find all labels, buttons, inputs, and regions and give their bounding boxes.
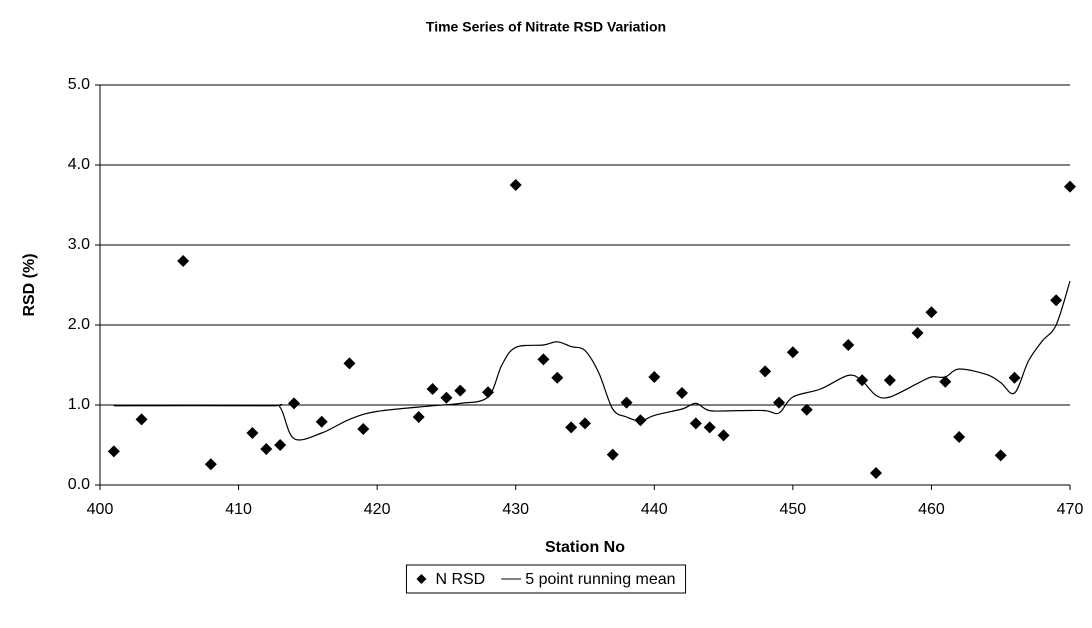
running-mean-line (113, 280, 1071, 441)
data-point (634, 414, 647, 427)
data-point (606, 448, 619, 461)
data-point (357, 423, 370, 435)
y-tick-label: 3.0 (68, 236, 90, 253)
data-point (579, 417, 591, 430)
x-tick-label: 460 (918, 501, 945, 518)
data-point (565, 421, 578, 434)
data-point (883, 374, 896, 387)
y-tick-label: 1.0 (68, 396, 90, 413)
x-tick-label: 400 (87, 501, 114, 518)
data-point (537, 353, 550, 366)
data-point (288, 397, 300, 410)
y-tick-label: 0.0 (68, 476, 90, 493)
x-tick-label: 420 (364, 501, 391, 518)
y-tick-label: 2.0 (68, 316, 90, 333)
data-point (274, 439, 287, 451)
data-point (509, 179, 522, 191)
data-point (454, 384, 467, 397)
x-tick-label: 450 (780, 501, 807, 518)
data-point (994, 449, 1007, 462)
y-tick-label: 4.0 (68, 156, 90, 173)
x-tick-label: 430 (502, 501, 529, 518)
data-point (925, 306, 938, 319)
data-point (648, 371, 661, 383)
data-point (315, 415, 328, 428)
data-point (204, 458, 217, 471)
data-point (620, 396, 633, 409)
x-tick-label: 470 (1057, 501, 1084, 518)
data-point (870, 467, 882, 479)
data-point (107, 445, 120, 458)
data-point (717, 429, 730, 442)
data-point (412, 411, 425, 423)
data-point (1050, 294, 1063, 307)
data-point (939, 375, 952, 388)
y-tick-label: 5.0 (68, 76, 90, 93)
legend: N RSD 5 point running mean (405, 564, 687, 594)
data-point (426, 383, 439, 395)
legend-marker (416, 574, 427, 584)
data-point (551, 371, 564, 384)
data-point (842, 339, 855, 351)
data-point (786, 346, 799, 359)
data-point (689, 417, 702, 430)
legend-label: N RSD (435, 571, 485, 588)
data-point (343, 357, 356, 370)
data-point (773, 396, 785, 409)
data-point (911, 327, 924, 339)
data-point (953, 431, 966, 443)
data-point (703, 421, 716, 434)
chart-title: Time Series of Nitrate RSD Variation (426, 19, 666, 35)
y-axis-title: RSD (%) (21, 253, 38, 316)
data-point (246, 427, 259, 439)
x-tick-label: 440 (641, 501, 668, 518)
data-point (440, 391, 453, 404)
data-point (800, 403, 813, 416)
x-tick-label: 410 (225, 501, 252, 518)
x-axis-title: Station No (545, 539, 625, 556)
legend-box (405, 564, 687, 594)
data-point (177, 255, 190, 267)
data-point (1008, 371, 1021, 384)
data-point (482, 386, 494, 399)
data-point (676, 387, 688, 399)
data-point (1064, 180, 1076, 193)
data-point (260, 443, 273, 455)
data-point (135, 413, 148, 426)
legend-label: 5 point running mean (525, 571, 675, 588)
data-point (759, 365, 772, 378)
